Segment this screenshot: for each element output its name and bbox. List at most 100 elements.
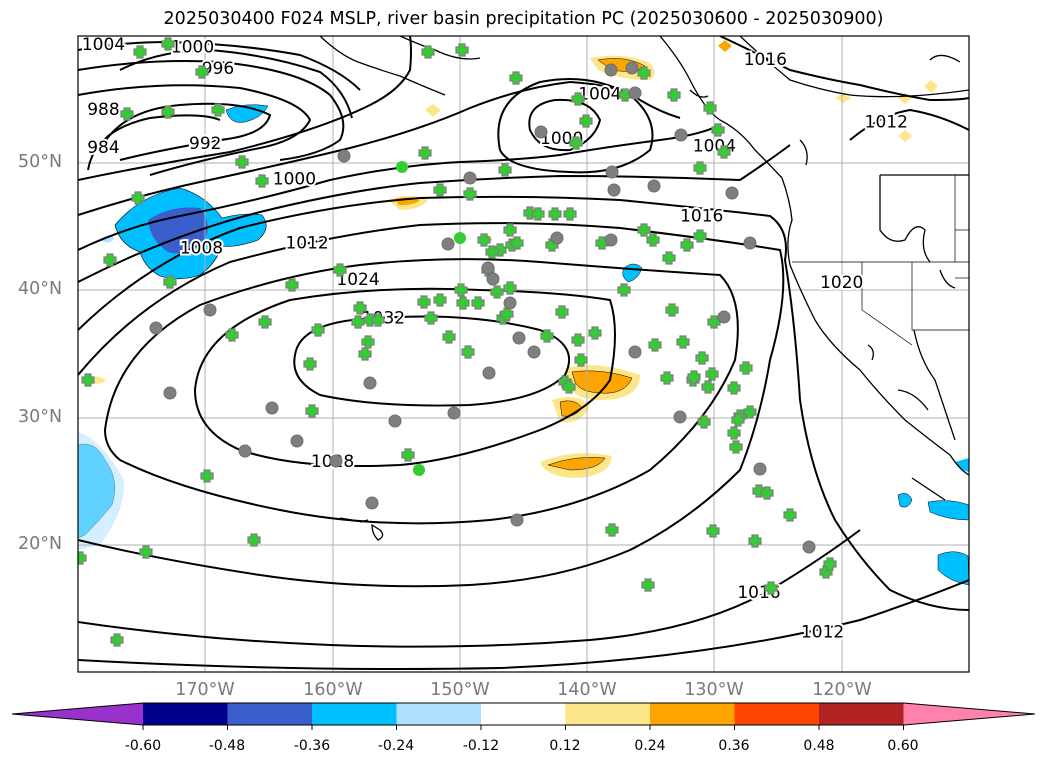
precip-negative-area [955,458,969,472]
station-dot-marker [674,128,688,142]
isobar-labels: 1004100099698898499210001008101210241032… [80,33,910,645]
lat-label-20: 20°N [18,534,63,554]
isobar-1004-low [497,77,654,174]
colorbar-label: -0.36 [293,738,331,754]
lat-label-40: 40°N [18,279,63,299]
precip-positive-light [425,104,441,117]
station-plus-marker [760,486,774,500]
station-plus-marker [455,43,469,57]
station-plus-marker [693,161,707,175]
station-plus-marker [823,557,837,571]
station-plus-marker [311,323,325,337]
station-dot-marker [673,410,687,424]
isobar-label: 988 [87,100,119,120]
station-plus-marker [161,105,175,119]
station-plus-marker [78,551,87,565]
colorbar-label: 0.12 [549,738,581,754]
station-plus-marker [562,380,576,394]
station-plus-marker [285,278,299,292]
precip-negative-area [937,551,969,586]
station-plus-marker [417,295,431,309]
station-plus-marker [81,373,95,387]
station-plus-marker [743,405,757,419]
station-plus-marker [531,207,545,221]
isobar-label: 992 [189,134,221,154]
colorbar-segment [734,703,820,725]
station-plus-marker [471,296,485,310]
lat-label-30: 30°N [18,407,63,427]
station-plus-marker [667,88,681,102]
isobar-label: 1020 [820,273,863,293]
colorbar-extend-max [903,703,1035,725]
station-plus-marker [255,174,269,188]
station-dot-marker [265,401,279,415]
station-plus-marker [353,301,367,315]
colorbar-label: 0.36 [718,738,750,754]
station-dot-marker [388,414,402,428]
isobar-1012-north [849,108,969,141]
colorbar-segment [227,703,313,725]
station-plus-marker [707,315,721,329]
graticule [78,36,969,672]
isobar-1028 [193,287,616,467]
colorbar-segment [819,703,904,725]
station-plus-marker [648,338,662,352]
station-plus-marker [509,71,523,85]
station-plus-marker [303,357,317,371]
isobar-1032 [293,315,570,407]
precip-positive-area [547,457,606,471]
precip-positive-light [898,130,912,142]
station-dot-marker [604,63,618,77]
colorbar-label: -0.12 [462,738,500,754]
isobar-996 [78,60,345,161]
station-dot-marker [527,345,541,359]
station-dot-marker [510,513,524,527]
colorbar-label: 0.24 [634,738,666,754]
station-plus-marker [211,103,225,117]
precip-negative-area [897,493,913,508]
station-plus-marker [680,238,694,252]
isobar-1000-low [528,98,602,152]
isobar-label: 1024 [336,270,379,290]
isobar-label: 1016 [744,50,787,70]
station-dot-marker [290,434,304,448]
isobar-1016b [78,529,861,648]
isobar-label: 984 [87,138,119,158]
lon-label-160w: 160°W [303,680,363,700]
station-plus-marker [358,347,372,361]
colorbar-segment [312,703,397,725]
isobar-1020 [78,222,785,588]
station-plus-marker [361,335,375,349]
station-plus-marker [703,101,717,115]
isobar-label: 1016 [680,207,723,227]
station-plus-marker [605,523,619,537]
station-plus-marker [461,345,475,359]
coastlines [319,36,969,541]
station-plus-marker [764,581,778,595]
station-plus-marker [503,223,517,237]
station-dot-marker [628,86,642,100]
station-dot-marker [725,186,739,200]
station-plus-marker [163,275,177,289]
station-plus-marker [433,293,447,307]
station-plus-marker [433,183,447,197]
station-plus-marker [418,146,432,160]
precip-negative-light [78,432,125,550]
station-plus-marker [131,191,145,205]
station-dot-marker [743,236,757,250]
station-dot-marker [512,331,526,345]
isobar-1012b [78,144,791,283]
station-plus-marker [503,281,517,295]
colorbar-extend-min [12,703,143,725]
isobar-label: 1004 [578,85,621,105]
isobar-label: 1012 [801,623,844,643]
station-dot-marker [605,165,619,179]
station-plus-marker [161,37,175,51]
station-plus-marker [498,163,512,177]
isobar-1004-top [78,40,361,91]
station-dot-marker [550,231,564,245]
colorbar-segment [396,703,482,725]
isobar-984 [87,114,221,171]
station-dot-marker [482,366,496,380]
precip-negative-area [927,500,969,521]
